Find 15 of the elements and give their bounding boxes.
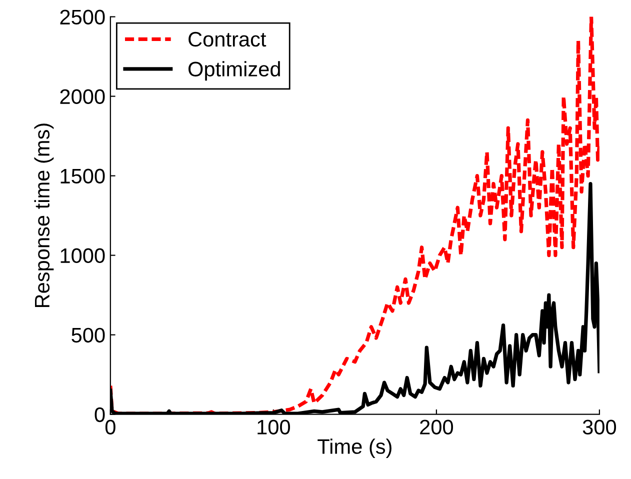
x-axis-title: Time (s) [318, 438, 392, 458]
line-series [110, 16, 600, 414]
legend-label: Contract [188, 32, 266, 47]
y-tick-label: 1500 [60, 168, 105, 184]
x-tick-label: 100 [258, 420, 290, 434]
y-tick-label: 2000 [60, 89, 105, 104]
x-tick-label: 0 [105, 420, 116, 434]
y-tick-label: 0 [94, 407, 105, 422]
x-tick-label: 200 [420, 420, 454, 434]
x-tick-label: 300 [582, 420, 616, 434]
legend-label: Optimized [188, 61, 280, 81]
y-tick-label: 500 [72, 328, 105, 343]
y-tick-label: 2500 [60, 10, 105, 25]
y-axis-title: Response time (ms) [34, 124, 54, 308]
y-tick-label: 1000 [60, 248, 105, 264]
